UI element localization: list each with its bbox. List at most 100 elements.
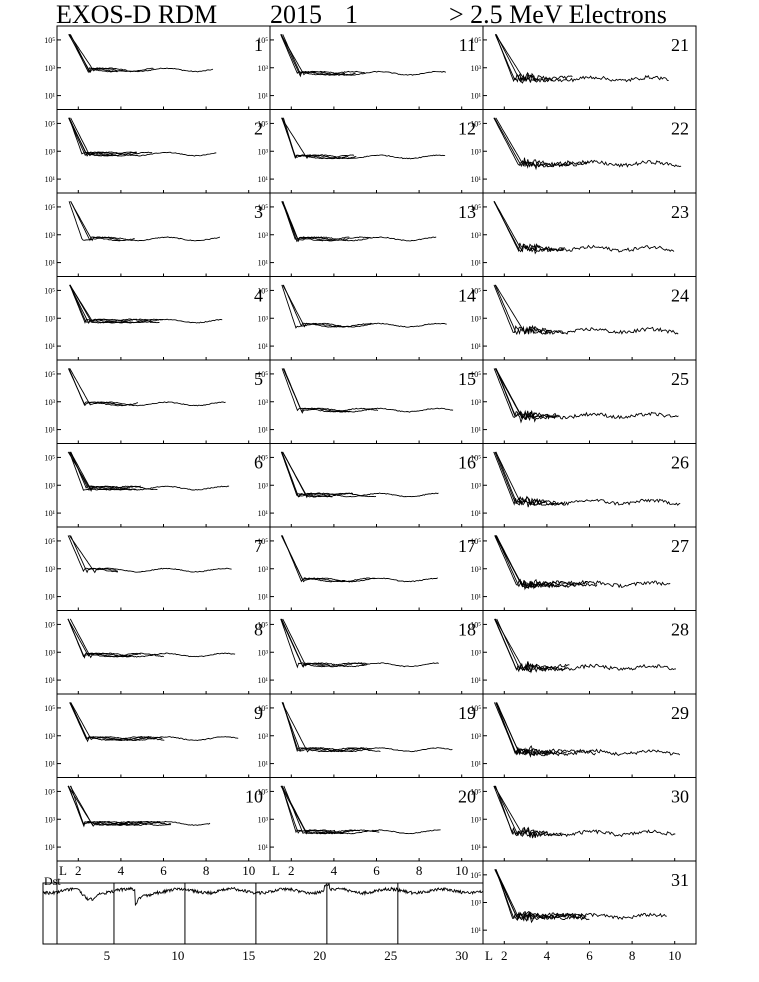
- dst-x-tick-label: 25: [384, 948, 397, 963]
- y-tick-label: 10⁵: [470, 370, 481, 379]
- y-tick-label: 10³: [45, 398, 56, 407]
- panel-border: [482, 276, 697, 361]
- day-number: 4: [254, 286, 263, 306]
- x-tick-label: 6: [373, 863, 380, 878]
- day-number: 14: [458, 286, 476, 306]
- flux-trace: [67, 618, 130, 658]
- flux-trace: [69, 368, 226, 407]
- flux-trace: [495, 284, 679, 335]
- flux-trace: [68, 201, 221, 242]
- flux-trace: [282, 618, 331, 667]
- flux-trace: [68, 535, 232, 574]
- y-tick-label: 10¹: [471, 926, 482, 935]
- panel-border: [482, 359, 697, 444]
- day-number: 7: [254, 536, 263, 556]
- panel-border: [482, 443, 697, 528]
- flux-trace: [493, 201, 675, 253]
- y-tick-label: 10³: [471, 732, 482, 741]
- y-tick-label: 10⁵: [470, 871, 481, 880]
- x-tick-label: 2: [288, 863, 295, 878]
- flux-trace: [495, 451, 566, 506]
- flux-trace: [495, 368, 537, 420]
- flux-trace: [282, 451, 377, 498]
- day-number: 24: [671, 286, 689, 306]
- day-number: 5: [254, 369, 263, 389]
- flux-trace: [495, 869, 584, 921]
- x-tick-label: 8: [629, 948, 636, 963]
- flux-trace: [494, 368, 560, 423]
- y-tick-label: 10³: [45, 231, 56, 240]
- y-tick-label: 10¹: [45, 175, 56, 184]
- flux-trace: [282, 368, 454, 414]
- y-tick-label: 10³: [471, 64, 482, 73]
- y-tick-label: 10¹: [45, 426, 56, 435]
- x-tick-label: 10: [242, 863, 255, 878]
- panel-border: [269, 443, 484, 528]
- flux-trace: [280, 451, 354, 498]
- flux-trace: [280, 451, 439, 498]
- day-panel-21: 21 10⁵ 10³ 10¹: [470, 25, 697, 110]
- panel-border: [482, 693, 697, 778]
- y-tick-label: 10⁵: [470, 620, 481, 629]
- panel-border: [482, 526, 697, 611]
- y-tick-label: 10⁵: [257, 453, 268, 462]
- day-number: 10: [245, 787, 263, 807]
- flux-trace: [69, 702, 165, 743]
- panel-border: [482, 610, 697, 695]
- y-tick-label: 10³: [45, 314, 56, 323]
- flux-trace: [69, 284, 223, 324]
- flux-trace: [282, 201, 350, 242]
- y-tick-label: 10³: [258, 231, 269, 240]
- day-number: 17: [458, 536, 476, 556]
- flux-trace: [280, 535, 346, 583]
- y-tick-label: 10³: [258, 648, 269, 657]
- instrument-title: EXOS-D RDM: [56, 0, 218, 29]
- flux-trace: [496, 702, 549, 756]
- y-tick-label: 10¹: [258, 509, 269, 518]
- y-tick-label: 10¹: [258, 342, 269, 351]
- flux-trace: [281, 785, 441, 835]
- flux-trace: [70, 702, 239, 741]
- flux-trace: [495, 702, 596, 758]
- y-tick-label: 10⁵: [470, 453, 481, 462]
- x-axis-labels-col1: L 2 4 6 8 10: [59, 863, 255, 878]
- panel-border: [56, 25, 271, 110]
- flux-trace: [494, 117, 682, 169]
- day-panel-26: 26 10⁵ 10³ 10¹: [470, 443, 697, 528]
- flux-trace: [280, 34, 446, 76]
- x-tick-label: 4: [331, 863, 338, 878]
- panel-border: [269, 25, 484, 110]
- y-tick-label: 10³: [45, 481, 56, 490]
- flux-trace: [495, 869, 667, 922]
- panel-border: [56, 610, 271, 695]
- flux-trace: [493, 284, 551, 336]
- y-tick-label: 10¹: [471, 509, 482, 518]
- y-tick-label: 10¹: [471, 259, 482, 268]
- y-tick-label: 10⁵: [470, 537, 481, 546]
- flux-trace: [494, 284, 565, 336]
- y-tick-label: 10³: [45, 648, 56, 657]
- day-number: 26: [671, 453, 689, 473]
- dst-x-tick-label: 30: [455, 948, 468, 963]
- flux-trace: [69, 34, 154, 74]
- day-number: 23: [671, 202, 689, 222]
- x-axis-label: L: [272, 863, 280, 878]
- day-panel-31: 31 10⁵ 10³ 10¹: [470, 860, 697, 945]
- day-panel-27: 27 10⁵ 10³ 10¹: [470, 526, 697, 611]
- day-panel-28: 28 10⁵ 10³ 10¹: [470, 610, 697, 695]
- x-tick-label: 8: [416, 863, 423, 878]
- dst-panel: Dst 5 10 15 20 25 30: [42, 874, 484, 963]
- flux-trace: [68, 34, 118, 74]
- y-tick-label: 10³: [471, 899, 482, 908]
- day-number: 27: [671, 536, 689, 556]
- flux-trace: [281, 535, 376, 583]
- day-number: 8: [254, 620, 263, 640]
- y-tick-label: 10³: [258, 815, 269, 824]
